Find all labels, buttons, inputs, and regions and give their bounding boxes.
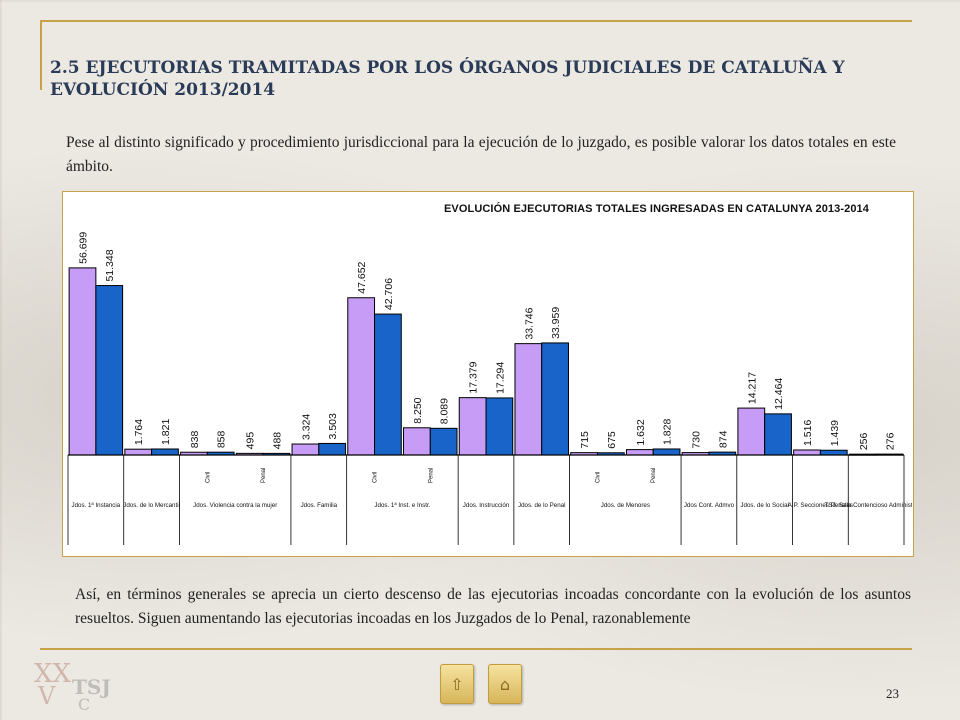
bar-chart: 56.699 51.348 1.764 1.821 838 858 Civil 495 488 P… [67, 232, 912, 547]
data-label-2013: 495 [245, 432, 257, 450]
data-label-2014: 1.821 [160, 419, 172, 445]
bar-2013 [458, 397, 487, 456]
data-label-2014: 17.294 [494, 362, 506, 394]
data-label-2014: 1.439 [829, 420, 841, 446]
page-number: 23 [886, 686, 899, 701]
tsjc-logo: XX V TSJ C [34, 659, 111, 712]
data-label-2014: 12.464 [773, 378, 785, 410]
data-label-2013: 838 [189, 431, 201, 449]
group-label: Jdos. Familia [301, 502, 338, 509]
svg-text:V: V [37, 682, 56, 710]
bar-2014 [151, 448, 179, 456]
svg-text:XX: XX [34, 659, 72, 689]
group-label: Jdos. Instrucción [463, 502, 510, 509]
bar-2013 [347, 297, 376, 456]
bar-2014 [764, 413, 792, 456]
data-label-2013: 1.516 [802, 420, 814, 446]
category-table-bg [68, 455, 904, 547]
bottom-divider [40, 648, 912, 650]
bar-2014 [541, 342, 569, 456]
bar-2013 [737, 407, 766, 456]
data-label-2014: 8.089 [439, 398, 451, 424]
data-label-2014: 33.959 [550, 307, 562, 339]
bar-2013 [403, 427, 431, 456]
data-label-2014: 874 [717, 430, 729, 448]
data-label-2013: 56.699 [77, 232, 89, 264]
closing-paragraph: Así, en términos generales se aprecia un… [75, 586, 911, 627]
data-label-2014: 488 [271, 432, 283, 450]
group-label: A.P. Secciones Penales [788, 502, 853, 509]
bar-2013 [793, 449, 821, 456]
svg-text:TSJ: TSJ [72, 675, 111, 699]
group-label: TSJ. Sala Contencioso Administrativo [825, 502, 912, 509]
bar-2014 [95, 285, 124, 456]
data-label-2014: 3.503 [327, 413, 339, 439]
bar-2013 [291, 443, 320, 456]
chart-title: EVOLUCIÓN EJECUTORIAS TOTALES INGRESADAS… [444, 203, 869, 215]
home-icon: ⌂ [499, 674, 511, 694]
data-label-2013: 47.652 [356, 261, 368, 293]
data-label-2013: 3.324 [300, 414, 312, 440]
up-arrow-icon: ⇧ [450, 674, 464, 694]
subcategory-label: Civil [595, 472, 601, 483]
group-label: Jdos. de lo Mercantil [123, 502, 180, 509]
group-label: Jdos. 1ª Inst. e Instr. [374, 502, 430, 509]
group-label: Jdos Cont. Admvo [684, 502, 735, 509]
bar-2014 [374, 313, 402, 456]
group-label: Jdos. de Menores [601, 502, 650, 509]
left-accent-rule [40, 20, 42, 90]
slide-title: 2.5 EJECUTORIAS TRAMITADAS POR LOS ÓRGAN… [50, 58, 845, 100]
subcategory-label: Penal [261, 468, 267, 483]
subcategory-label: Civil [205, 472, 211, 483]
group-label: Jdos. 1ª Instancia [71, 502, 120, 509]
bar-2014 [819, 449, 848, 456]
data-label-2013: 1.632 [635, 419, 647, 445]
bar-2014 [318, 442, 347, 456]
data-label-2013: 14.217 [746, 372, 758, 404]
bar-2013 [124, 448, 153, 456]
svg-text:C: C [78, 695, 90, 712]
data-label-2013: 8.250 [412, 397, 424, 423]
data-label-2014: 1.828 [662, 419, 674, 445]
data-label-2013: 1.764 [133, 419, 145, 445]
bar-2013 [514, 343, 543, 456]
intro-paragraph: Pese al distinto significado y procedimi… [66, 134, 896, 175]
subcategory-label: Penal [651, 468, 657, 483]
bar-2013 [625, 449, 654, 456]
data-label-2014: 858 [216, 430, 228, 448]
bar-2014 [652, 448, 681, 456]
home-button[interactable]: ⌂ [488, 664, 522, 704]
bar-2014 [429, 427, 458, 456]
previous-page-button[interactable]: ⇧ [440, 664, 474, 704]
subcategory-label: Penal [428, 468, 434, 483]
data-label-2013: 17.379 [468, 361, 480, 393]
data-label-2014: 51.348 [104, 249, 116, 281]
top-divider [40, 20, 912, 22]
data-label-2014: 42.706 [383, 278, 395, 310]
bar-2014 [485, 397, 514, 456]
data-label-2013: 33.746 [523, 307, 535, 339]
group-label: Jdos. Violencia contra la mujer [193, 502, 277, 509]
data-label-2013: 730 [691, 431, 703, 449]
bar-2013 [68, 267, 97, 456]
data-label-2014: 675 [606, 431, 618, 449]
data-label-2013: 715 [579, 431, 591, 449]
group-label: Jdos. de lo Social [740, 502, 789, 509]
subcategory-label: Civil [373, 472, 379, 483]
data-label-2014: 276 [885, 432, 897, 450]
data-label-2013: 256 [858, 432, 870, 450]
group-label: Jdos. de lo Penal [518, 502, 565, 509]
